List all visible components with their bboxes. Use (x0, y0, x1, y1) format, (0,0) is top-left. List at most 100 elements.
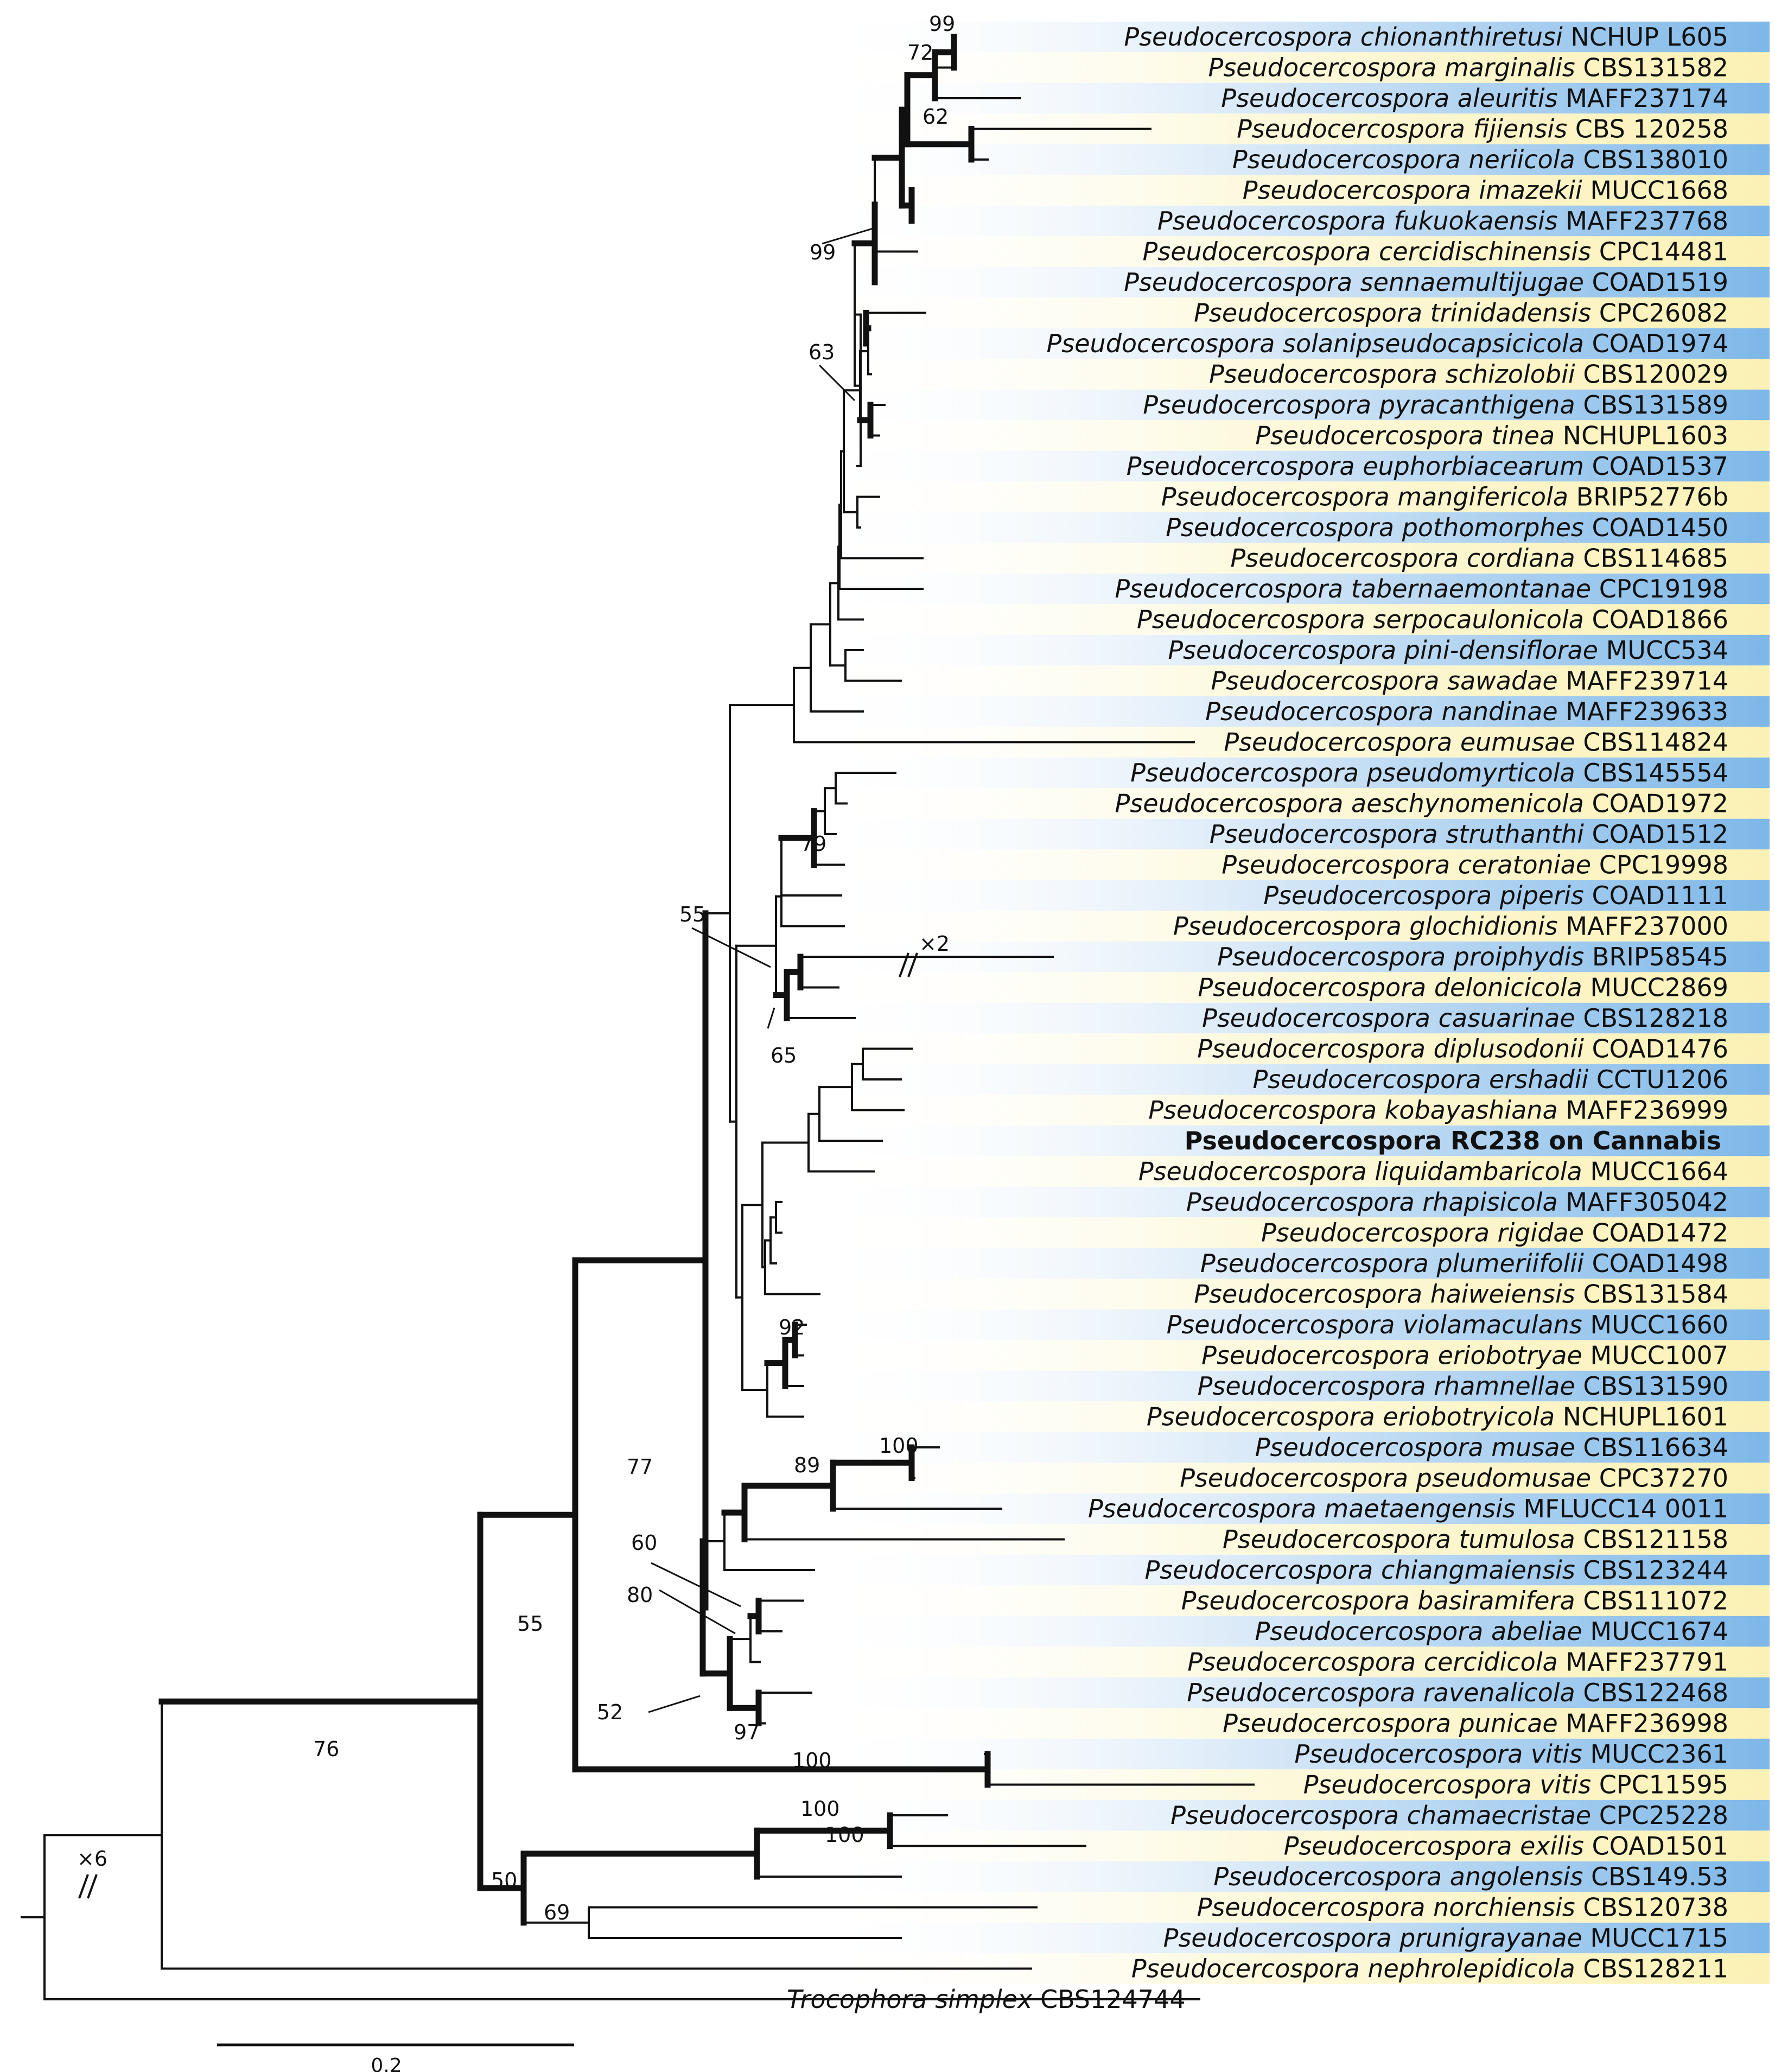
tip-label: Pseudocercospora cercidicola MAFF237791 (1187, 1648, 1728, 1677)
row-stripe (809, 1370, 1770, 1402)
tip-epithet: liquidambaricola (1375, 1157, 1590, 1186)
tip-strain: MUCC534 (1606, 635, 1728, 665)
row-stripe (809, 1769, 1770, 1800)
support-value: 89 (794, 1453, 820, 1477)
tip-strain: COAD1972 (1592, 789, 1728, 818)
row-stripe (809, 1647, 1770, 1677)
tip-genus: Pseudocercospora (1166, 513, 1402, 542)
tip-strain: CBS120738 (1583, 1893, 1728, 1922)
tip-epithet: eriobotryae (1438, 1341, 1590, 1370)
tip-epithet: simplex (935, 1985, 1040, 2014)
tip-genus: Pseudocercospora (1294, 1739, 1530, 1769)
tip-genus: Pseudocercospora (1124, 268, 1360, 297)
row-stripe (809, 1708, 1770, 1739)
tip-strain: MUCC1660 (1590, 1310, 1728, 1339)
tip-strain: CBS131582 (1583, 53, 1728, 82)
tip-label: Pseudocercospora maetaengensis MFLUCC14 … (1088, 1494, 1728, 1523)
row-stripe (809, 1616, 1770, 1647)
row-stripe (809, 1922, 1770, 1954)
tip-label: Pseudocercospora liquidambaricola MUCC16… (1138, 1157, 1728, 1186)
tip-label: Pseudocercospora mangifericola BRIP52776… (1161, 482, 1728, 512)
tip-strain: COAD1111 (1592, 881, 1728, 910)
tip-genus: Pseudocercospora (1194, 298, 1430, 328)
tip-label: Pseudocercospora eriobotryicola NCHUPL16… (1147, 1402, 1728, 1432)
row-stripe (809, 205, 1770, 237)
tip-strain: CBS123244 (1583, 1555, 1728, 1585)
break-slash (907, 952, 918, 977)
tip-epithet: pothomorphes (1402, 513, 1592, 542)
tip-epithet: neriicola (1468, 145, 1583, 174)
support-value: 100 (792, 1749, 832, 1772)
tip-label: Pseudocercospora tabernaemontanae CPC191… (1115, 574, 1728, 603)
row-stripe (809, 175, 1770, 206)
row-stripe (809, 604, 1770, 635)
support-value: 100 (825, 1823, 864, 1847)
tip-genus: Pseudocercospora (1130, 758, 1366, 787)
break-slash (78, 1874, 89, 1899)
tip-label: Pseudocercospora chiangmaiensis CBS12324… (1145, 1555, 1729, 1585)
row-stripe (809, 1279, 1770, 1310)
row-stripe (809, 1186, 1770, 1218)
tip-genus: Pseudocercospora (1217, 942, 1453, 971)
row-stripe (809, 52, 1770, 83)
tip-label: Pseudocercospora serpocaulonicola COAD18… (1137, 605, 1728, 634)
tip-epithet: imazekii (1479, 176, 1590, 205)
tip-label: Pseudocercospora trinidadensis CPC26082 (1194, 298, 1728, 328)
tip-strain: CBS131584 (1583, 1280, 1728, 1309)
tip-strain: NCHUP L605 (1570, 22, 1728, 52)
tip-strain: MUCC1007 (1590, 1341, 1728, 1370)
tip-label: Pseudocercospora haiweiensis CBS131584 (1194, 1280, 1728, 1309)
support-value: 100 (800, 1797, 840, 1821)
tip-label: Pseudocercospora eumusae CBS114824 (1224, 728, 1728, 757)
tip-epithet: chionanthiretusi (1360, 22, 1571, 52)
tip-genus: Pseudocercospora (1181, 1586, 1417, 1616)
tip-epithet: chamaecristae (1407, 1801, 1599, 1830)
break-slash (87, 1874, 98, 1899)
row-stripe (809, 696, 1770, 727)
row-stripe (809, 1677, 1770, 1708)
tip-strain: COAD1974 (1592, 329, 1728, 358)
tip-genus: Pseudocercospora (1143, 237, 1379, 266)
tip-label: Pseudocercospora angolensis CBS149.53 (1213, 1862, 1728, 1891)
tip-strain: MAFF305042 (1566, 1187, 1728, 1217)
tip-strain: CBS131590 (1583, 1371, 1728, 1401)
tip-genus: Pseudocercospora (1127, 452, 1363, 481)
row-stripe (809, 849, 1770, 880)
support-value: 63 (809, 340, 835, 364)
tip-strain: BRIP52776b (1576, 482, 1728, 512)
tip-label: Pseudocercospora eriobotryae MUCC1007 (1201, 1341, 1728, 1370)
tip-genus: Pseudocercospora (1209, 360, 1445, 389)
support-leader-line (767, 1007, 775, 1029)
tip-genus: Pseudocercospora (1221, 850, 1458, 880)
tip-genus: Pseudocercospora (1224, 728, 1460, 757)
tip-epithet: pyracanthigena (1379, 390, 1583, 420)
tip-genus: Pseudocercospora (1173, 912, 1409, 941)
tip-genus: Pseudocercospora (1170, 1801, 1407, 1830)
tip-epithet: vitis (1539, 1770, 1599, 1800)
branch-break-marks: ×2 ×6 (77, 932, 950, 1899)
tip-strain: MUCC1668 (1590, 176, 1728, 205)
tip-genus: Pseudocercospora (1143, 390, 1379, 420)
tip-label: Pseudocercospora rigidae COAD1472 (1261, 1218, 1728, 1248)
tip-strain: CBS114685 (1583, 544, 1728, 573)
row-stripe (809, 972, 1770, 1003)
support-value: 99 (810, 240, 836, 264)
tip-label: Pseudocercospora schizolobii CBS120029 (1209, 360, 1728, 389)
tip-epithet: fijiensis (1473, 115, 1575, 144)
row-stripe (809, 1401, 1770, 1432)
tip-genus: Pseudocercospora (1221, 84, 1457, 113)
tip-epithet: diplusodonii (1434, 1034, 1592, 1064)
tip-label: Pseudocercospora nandinae MAFF239633 (1205, 697, 1728, 726)
tip-epithet: ceratoniae (1458, 850, 1599, 880)
support-leader-line (822, 227, 875, 245)
tip-genus: Pseudocercospora (1145, 1555, 1381, 1585)
tip-genus: Pseudocercospora (1284, 1832, 1520, 1861)
tip-strain: COAD1472 (1592, 1218, 1728, 1248)
row-stripe (809, 236, 1770, 267)
row-stripe (809, 1432, 1770, 1463)
tip-genus: Trocophora (787, 1985, 935, 2014)
tip-strain: MAFF236999 (1566, 1096, 1728, 1125)
tip-epithet: marginalis (1445, 53, 1583, 82)
row-stripe (809, 665, 1770, 696)
row-stripe (809, 359, 1770, 390)
